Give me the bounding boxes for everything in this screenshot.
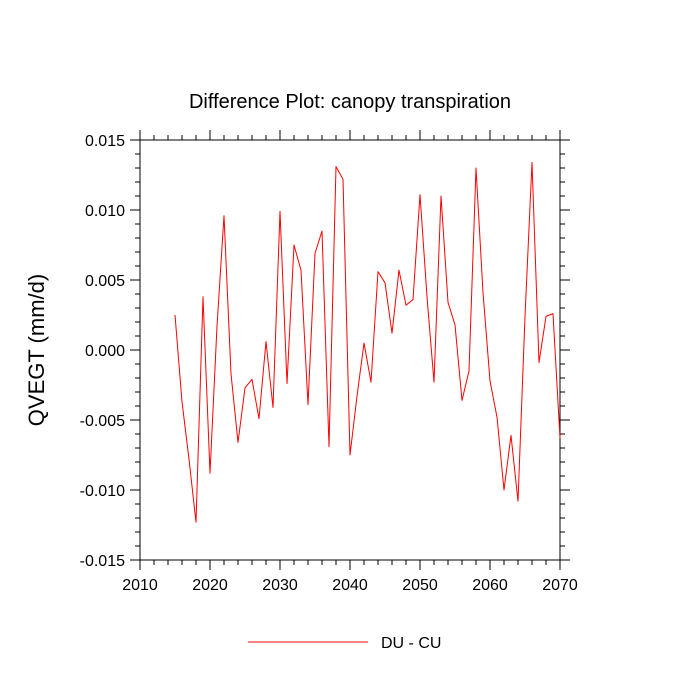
y-tick-label: 0.000 xyxy=(85,343,125,360)
x-tick-label: 2040 xyxy=(332,577,368,594)
plot-frame xyxy=(139,139,561,561)
y-tick-labels: -0.015 -0.010 -0.005 0.000 0.005 0.010 0.015 xyxy=(80,133,125,570)
y-tick-label: 0.005 xyxy=(85,273,125,290)
x-tick-label: 2020 xyxy=(192,577,228,594)
y-tick-label: 0.015 xyxy=(85,133,125,150)
y-axis-label: QVEGT (mm/d) xyxy=(24,274,49,426)
x-tick-label: 2070 xyxy=(542,577,578,594)
y-tick-label: 0.010 xyxy=(85,203,125,220)
axis-ticks xyxy=(130,130,570,570)
legend-label: DU - CU xyxy=(381,635,441,652)
x-tick-label: 2060 xyxy=(472,577,508,594)
x-tick-label: 2010 xyxy=(122,577,158,594)
series-line xyxy=(174,161,561,523)
x-tick-label: 2030 xyxy=(262,577,298,594)
x-tick-labels: 2010 2020 2030 2040 2050 2060 2070 xyxy=(122,577,578,594)
y-tick-label: -0.005 xyxy=(80,413,125,430)
y-tick-label: -0.010 xyxy=(80,483,125,500)
series-group xyxy=(174,161,561,523)
legend: DU - CU xyxy=(248,635,441,652)
y-tick-label: -0.015 xyxy=(80,553,125,570)
x-tick-label: 2050 xyxy=(402,577,438,594)
chart-title: Difference Plot: canopy transpiration xyxy=(189,91,511,113)
